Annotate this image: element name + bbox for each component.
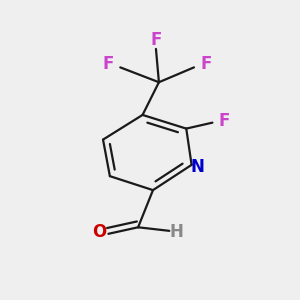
Text: F: F [102, 56, 113, 74]
Text: F: F [218, 112, 230, 130]
Text: O: O [92, 223, 106, 241]
Text: F: F [201, 56, 212, 74]
Text: F: F [150, 31, 162, 49]
Text: H: H [170, 223, 184, 241]
Text: N: N [190, 158, 204, 176]
